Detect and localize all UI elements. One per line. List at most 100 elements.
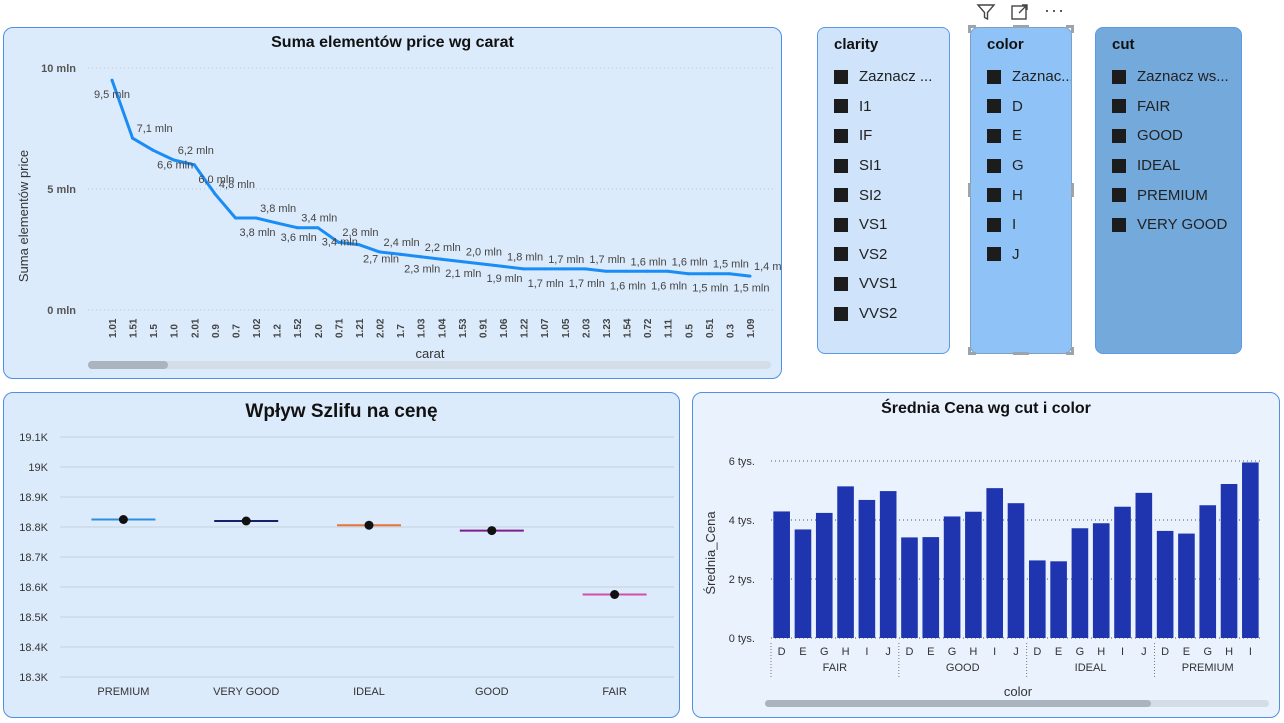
- color-slicer-item[interactable]: Zaznac...: [987, 62, 1071, 92]
- resize-handle-left[interactable]: [968, 183, 971, 197]
- clarity-slicer-item[interactable]: SI2: [834, 180, 949, 210]
- scatter-chart-title: Wpływ Szlifu na cenę: [245, 401, 438, 422]
- clarity-slicer-item[interactable]: VVS2: [834, 299, 949, 329]
- clarity-slicer-item[interactable]: VVS1: [834, 269, 949, 299]
- checkbox[interactable]: [1112, 69, 1126, 84]
- clarity-slicer-item-label: I1: [859, 97, 872, 115]
- resize-handle-top-left[interactable]: [968, 25, 976, 28]
- checkbox[interactable]: [834, 247, 848, 262]
- line-chart-x-tick: 0.51: [705, 318, 716, 338]
- line-chart-point: [542, 267, 546, 271]
- color-slicer-item[interactable]: D: [987, 92, 1071, 122]
- color-slicer-item[interactable]: I: [987, 210, 1071, 240]
- clarity-slicer-item[interactable]: I1: [834, 92, 949, 122]
- clarity-slicer-item[interactable]: SI1: [834, 151, 949, 181]
- line-chart-data-label: 1,5 mln: [713, 259, 749, 271]
- bar-chart-group-label: IDEAL: [1075, 662, 1107, 674]
- resize-handle-bottom-right[interactable]: [1066, 352, 1074, 355]
- checkbox[interactable]: [834, 217, 848, 232]
- bar-chart-bar: [1242, 462, 1259, 638]
- cut-slicer-item[interactable]: IDEAL: [1112, 151, 1241, 181]
- color-slicer-item[interactable]: H: [987, 180, 1071, 210]
- line-chart-x-tick: 1.7: [396, 324, 407, 338]
- clarity-slicer-item[interactable]: Zaznacz ...: [834, 62, 949, 92]
- cut-slicer-item-label: FAIR: [1137, 97, 1171, 115]
- line-chart-point: [480, 262, 484, 266]
- checkbox[interactable]: [987, 217, 1001, 232]
- resize-handle-top[interactable]: [1013, 25, 1029, 28]
- color-slicer-item[interactable]: G: [987, 151, 1071, 181]
- checkbox[interactable]: [1112, 128, 1126, 143]
- more-options-icon[interactable]: ···: [1044, 0, 1065, 20]
- line-chart-x-tick: 1.09: [746, 318, 757, 338]
- checkbox[interactable]: [834, 99, 848, 114]
- line-chart-point: [357, 243, 361, 247]
- line-chart-point: [419, 255, 423, 259]
- cut-slicer-item[interactable]: FAIR: [1112, 92, 1241, 122]
- cut-slicer-item[interactable]: PREMIUM: [1112, 180, 1241, 210]
- resize-handle-top-right[interactable]: [1071, 25, 1074, 33]
- line-chart-x-tick: 1.11: [664, 319, 675, 338]
- checkbox[interactable]: [834, 128, 848, 143]
- cut-slicer-item-label: IDEAL: [1137, 157, 1181, 175]
- line-chart-data-label: 1,6 mln: [672, 256, 708, 268]
- line-chart-point: [233, 216, 237, 220]
- checkbox[interactable]: [834, 69, 848, 84]
- cut-slicer[interactable]: cut Zaznacz ws... FAIR GOOD IDEAL PREMIUM VER…: [1095, 27, 1242, 354]
- line-chart-x-tick: 1.22: [520, 318, 531, 338]
- resize-handle-top-left[interactable]: [968, 25, 971, 33]
- checkbox[interactable]: [1112, 217, 1126, 232]
- line-chart-y-tick: 0 mln: [47, 305, 76, 317]
- cut-slicer-item[interactable]: VERY GOOD: [1112, 210, 1241, 240]
- scatter-chart-card[interactable]: Wpływ Szlifu na cenę 19.1K 19K 18.9K 18.8K 1…: [3, 392, 680, 718]
- bar-chart-bar: [1071, 528, 1089, 638]
- line-chart-x-tick: 1.2: [273, 324, 284, 338]
- resize-handle-top-right[interactable]: [1066, 25, 1074, 28]
- resize-handle-bottom[interactable]: [1013, 352, 1029, 355]
- bar-chart-card[interactable]: Średnia Cena wg cut i color Średnia_Cena…: [692, 392, 1280, 718]
- cut-slicer-item[interactable]: Zaznacz ws...: [1112, 62, 1241, 92]
- bar-chart-x-tick: H: [1225, 646, 1233, 658]
- color-slicer-item-label: D: [1012, 97, 1023, 115]
- checkbox[interactable]: [1112, 158, 1126, 173]
- line-chart-series-line: [110, 79, 751, 278]
- resize-handle-right[interactable]: [1071, 183, 1074, 197]
- clarity-slicer-item[interactable]: IF: [834, 121, 949, 151]
- line-chart-point: [727, 272, 731, 276]
- line-chart-scrollbar-track[interactable]: [88, 361, 771, 369]
- clarity-slicer-item[interactable]: VS1: [834, 210, 949, 240]
- focus-mode-icon[interactable]: [1010, 2, 1030, 22]
- bar-chart-scrollbar-thumb[interactable]: [765, 700, 1151, 707]
- line-chart-y-tick: 5 mln: [47, 184, 76, 196]
- bar-chart-bar: [879, 491, 897, 638]
- checkbox[interactable]: [1112, 188, 1126, 203]
- filter-icon[interactable]: [976, 2, 996, 22]
- resize-handle-bottom-left[interactable]: [968, 352, 976, 355]
- bar-chart-x-tick: H: [1097, 646, 1105, 658]
- line-chart-scrollbar-thumb[interactable]: [88, 361, 168, 369]
- checkbox[interactable]: [987, 158, 1001, 173]
- line-chart-x-tick: 1.04: [437, 318, 448, 338]
- clarity-slicer[interactable]: clarity Zaznacz ... I1 IF SI1 SI2 VS1 VS2 VVS1 V…: [817, 27, 950, 354]
- checkbox[interactable]: [834, 276, 848, 291]
- resize-handle-bottom-left[interactable]: [968, 347, 971, 355]
- resize-handle-bottom-right[interactable]: [1071, 347, 1074, 355]
- checkbox[interactable]: [987, 188, 1001, 203]
- checkbox[interactable]: [834, 188, 848, 203]
- bar-chart-x-tick: E: [1055, 646, 1062, 658]
- line-chart-point: [439, 257, 443, 261]
- checkbox[interactable]: [987, 247, 1001, 262]
- color-slicer-item[interactable]: E: [987, 121, 1071, 151]
- cut-slicer-item[interactable]: GOOD: [1112, 121, 1241, 151]
- clarity-slicer-item[interactable]: VS2: [834, 240, 949, 270]
- checkbox[interactable]: [834, 158, 848, 173]
- color-slicer-item[interactable]: J: [987, 240, 1071, 270]
- checkbox[interactable]: [987, 128, 1001, 143]
- line-chart-card[interactable]: Suma elementów price wg carat Suma eleme…: [3, 27, 782, 379]
- checkbox[interactable]: [1112, 99, 1126, 114]
- checkbox[interactable]: [987, 69, 1001, 84]
- checkbox[interactable]: [987, 99, 1001, 114]
- scatter-chart-y-tick: 18.9K: [19, 492, 48, 504]
- checkbox[interactable]: [834, 306, 848, 321]
- color-slicer[interactable]: color Zaznac... D E G H I J: [970, 27, 1072, 354]
